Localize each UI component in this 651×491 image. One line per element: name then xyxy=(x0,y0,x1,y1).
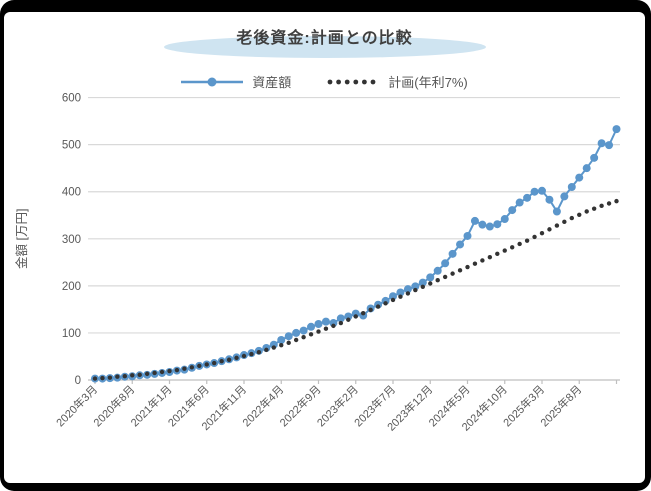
legend-item-plan: 計画(年利7%) xyxy=(325,72,468,91)
plan-dots xyxy=(92,198,619,381)
chart-canvas: 0 100 200 300 400 500 600 2020年3月 2020年8月 2021年1月… xyxy=(4,12,645,483)
svg-text:100: 100 xyxy=(62,328,81,340)
plan-dotted-line-icon xyxy=(327,79,376,84)
assets-line xyxy=(95,128,618,380)
gridlines xyxy=(88,96,620,381)
chart-legend: 資産額 計画(年利7%) xyxy=(4,72,645,91)
svg-text:2025年8月: 2025年8月 xyxy=(537,382,584,429)
svg-text:600: 600 xyxy=(62,93,81,105)
legend-label-assets: 資産額 xyxy=(252,75,292,90)
legend-label-plan: 計画(年利7%) xyxy=(388,75,468,90)
retirement-funds-chart: 0 100 200 300 400 500 600 2020年3月2020年8月2021年1月… xyxy=(14,93,621,434)
assets-line-marker-icon xyxy=(181,77,244,86)
chart-title-block: 老後資金:計画との比較 xyxy=(4,24,645,58)
chart-title: 老後資金:計画との比較 xyxy=(236,30,413,47)
svg-text:300: 300 xyxy=(62,234,81,246)
assets-markers xyxy=(91,125,621,383)
svg-text:0: 0 xyxy=(75,375,81,387)
x-axis-tick-labels: 2020年3月2020年8月2021年1月2021年6月2021年11月2022… xyxy=(53,382,584,433)
svg-text:400: 400 xyxy=(62,187,81,199)
svg-text:200: 200 xyxy=(62,281,81,293)
svg-text:500: 500 xyxy=(62,140,81,152)
y-axis-tick-labels: 0 100 200 300 400 500 600 xyxy=(62,93,81,387)
legend-item-assets: 資産額 xyxy=(181,72,291,91)
y-axis-title: 金額 [万円] xyxy=(14,209,29,269)
title-highlight-ellipse xyxy=(163,36,486,58)
